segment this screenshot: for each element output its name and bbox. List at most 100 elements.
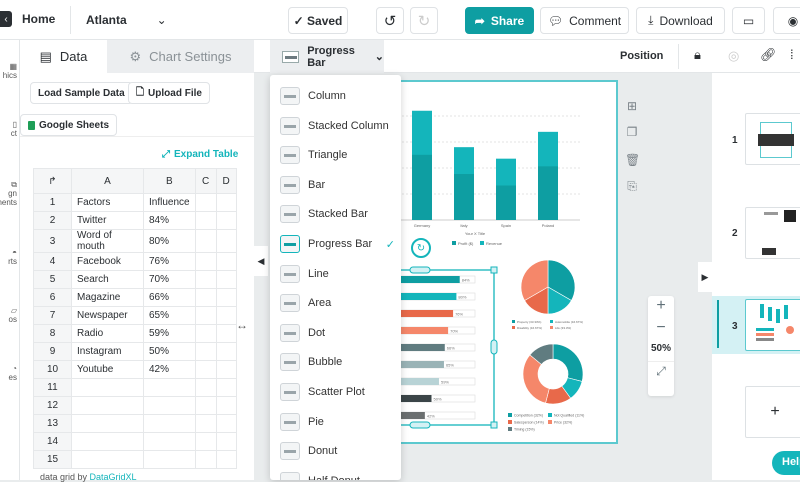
grid-cell[interactable]: Magazine	[71, 288, 144, 307]
chart-type-stacked-column[interactable]: Stacked Column	[280, 115, 395, 137]
grid-cell[interactable]	[194, 252, 217, 271]
rail-item-graphics[interactable]: ▦ hics	[2, 62, 17, 80]
grid-cell[interactable]	[194, 306, 217, 325]
record-button[interactable]: ▭	[732, 7, 765, 34]
grid-cell[interactable]	[194, 360, 217, 379]
grid-cell[interactable]: Newspaper	[71, 306, 144, 325]
preview-button[interactable]: ◉	[773, 7, 800, 34]
resize-handle[interactable]: ↔	[236, 318, 248, 332]
grid-cell[interactable]: 84%	[143, 211, 196, 230]
grid-cell[interactable]: Instagram	[71, 342, 144, 361]
grid-cell[interactable]	[143, 432, 196, 451]
grid-cell[interactable]	[194, 229, 217, 253]
tab-data[interactable]: ▤ Data	[20, 40, 107, 73]
column-header[interactable]: B	[143, 168, 196, 194]
grid-cell[interactable]: Factors	[71, 193, 144, 212]
download-button[interactable]: ⤓ Download	[636, 7, 725, 34]
grid-cell[interactable]	[71, 432, 144, 451]
grid-cell[interactable]: 80%	[143, 229, 196, 253]
grid-cell[interactable]	[71, 414, 144, 433]
grid-cell[interactable]	[194, 288, 217, 307]
home-button[interactable]: ‹ Home	[0, 11, 55, 27]
grid-cell[interactable]: Word of mouth	[71, 229, 144, 253]
chart-type-donut[interactable]: Donut	[280, 440, 395, 462]
link-icon[interactable]: 🔗︎	[760, 47, 777, 62]
fit-screen-icon[interactable]: ⤢	[648, 361, 674, 379]
grid-cell[interactable]	[194, 432, 217, 451]
rail-item-charts[interactable]: ◓ rts	[8, 248, 17, 266]
upload-file-button[interactable]: 🗋︎ Upload File	[128, 82, 210, 104]
grid-cell[interactable]	[215, 270, 237, 289]
rail-item-templates[interactable]: ◔ es	[8, 364, 17, 382]
share-button[interactable]: ➦ Share	[465, 7, 534, 34]
grid-cell[interactable]: 66%	[143, 288, 196, 307]
saved-button[interactable]: ✓ Saved	[288, 7, 348, 34]
grid-cell[interactable]	[143, 414, 196, 433]
rotate-handle[interactable]: ↻	[411, 238, 431, 258]
grid-cell[interactable]	[215, 288, 237, 307]
datagridxl-link[interactable]: DataGridXL	[89, 472, 137, 482]
grid-cell[interactable]: Search	[71, 270, 144, 289]
grid-cell[interactable]	[71, 396, 144, 415]
grid-cell[interactable]	[194, 414, 217, 433]
grid-cell[interactable]	[194, 324, 217, 343]
chart-type-bubble[interactable]: Bubble	[280, 351, 395, 373]
grid-cell[interactable]	[71, 450, 144, 469]
grid-cell[interactable]: 70%	[143, 270, 196, 289]
zoom-out-button[interactable]: −	[656, 319, 666, 336]
position-button[interactable]: Position	[620, 50, 664, 62]
chart-type-scatter-plot[interactable]: Scatter Plot	[280, 381, 395, 403]
grid-cell[interactable]	[143, 378, 196, 397]
expand-table-button[interactable]: ⤢ Expand Table	[162, 149, 239, 160]
collapse-panel-handle[interactable]: ◀	[254, 246, 268, 276]
grid-cell[interactable]	[194, 270, 217, 289]
grid-cell[interactable]	[194, 193, 217, 212]
load-sample-data-button[interactable]: Load Sample Data	[30, 82, 133, 104]
page-thumb-1[interactable]	[745, 113, 800, 165]
chart-type-dropdown[interactable]: Progress Bar ⌄	[270, 40, 384, 73]
column-header[interactable]: A	[71, 168, 144, 194]
grid-corner[interactable]: ↱	[33, 168, 72, 194]
grid-cell[interactable]: 59%	[143, 324, 196, 343]
grid-cell[interactable]	[194, 342, 217, 361]
zoom-in-button[interactable]: +	[656, 297, 666, 314]
grid-cell[interactable]	[215, 324, 237, 343]
grid-cell[interactable]	[215, 193, 237, 212]
column-header[interactable]: C	[194, 168, 217, 194]
chart-type-half-donut[interactable]: Half Donut	[280, 470, 395, 480]
grid-cell[interactable]	[215, 306, 237, 325]
grid-cell[interactable]: Facebook	[71, 252, 144, 271]
grid-cell[interactable]: 76%	[143, 252, 196, 271]
grid-cell[interactable]	[215, 342, 237, 361]
trash-icon[interactable]: 🗑︎	[625, 153, 641, 167]
column-header[interactable]: D	[215, 168, 237, 194]
chart-type-progress-bar[interactable]: Progress Bar ✓	[280, 233, 395, 255]
page-thumb-3[interactable]	[745, 299, 800, 351]
grid-cell[interactable]	[71, 378, 144, 397]
grid-cell[interactable]	[215, 432, 237, 451]
lock-icon[interactable]: 🔒︎	[694, 47, 701, 62]
chart-type-area[interactable]: Area	[280, 292, 395, 314]
rail-item-design-elements[interactable]: ⧉gn ments	[0, 180, 17, 207]
chart-type-pie[interactable]: Pie	[280, 411, 395, 433]
grid-cell[interactable]: Influence	[143, 193, 196, 212]
copy-page-icon[interactable]: ⎘	[627, 179, 637, 193]
chart-type-dot[interactable]: Dot	[280, 322, 395, 344]
effects-icon[interactable]: ◎	[728, 48, 740, 63]
slide-canvas[interactable]: FranceGermanyItalySpainPolandYour X Titl…	[390, 80, 618, 444]
add-page-icon[interactable]: ⊞	[626, 99, 638, 113]
grid-cell[interactable]	[215, 450, 237, 469]
grid-cell[interactable]: 65%	[143, 306, 196, 325]
grid-cell[interactable]	[194, 211, 217, 230]
chart-type-bar[interactable]: Bar	[280, 174, 395, 196]
grid-cell[interactable]	[215, 360, 237, 379]
page-thumb-2[interactable]	[745, 207, 800, 259]
grid-cell[interactable]: Radio	[71, 324, 144, 343]
grid-cell[interactable]: 50%	[143, 342, 196, 361]
transparency-icon[interactable]: ⁞	[790, 47, 794, 62]
chart-type-triangle[interactable]: Triangle	[280, 144, 395, 166]
grid-cell[interactable]: Twitter	[71, 211, 144, 230]
redo-button[interactable]: ↻	[410, 7, 438, 34]
chart-type-column[interactable]: Column	[280, 85, 395, 107]
tab-chart-settings[interactable]: ⚙ Chart Settings	[107, 40, 254, 73]
